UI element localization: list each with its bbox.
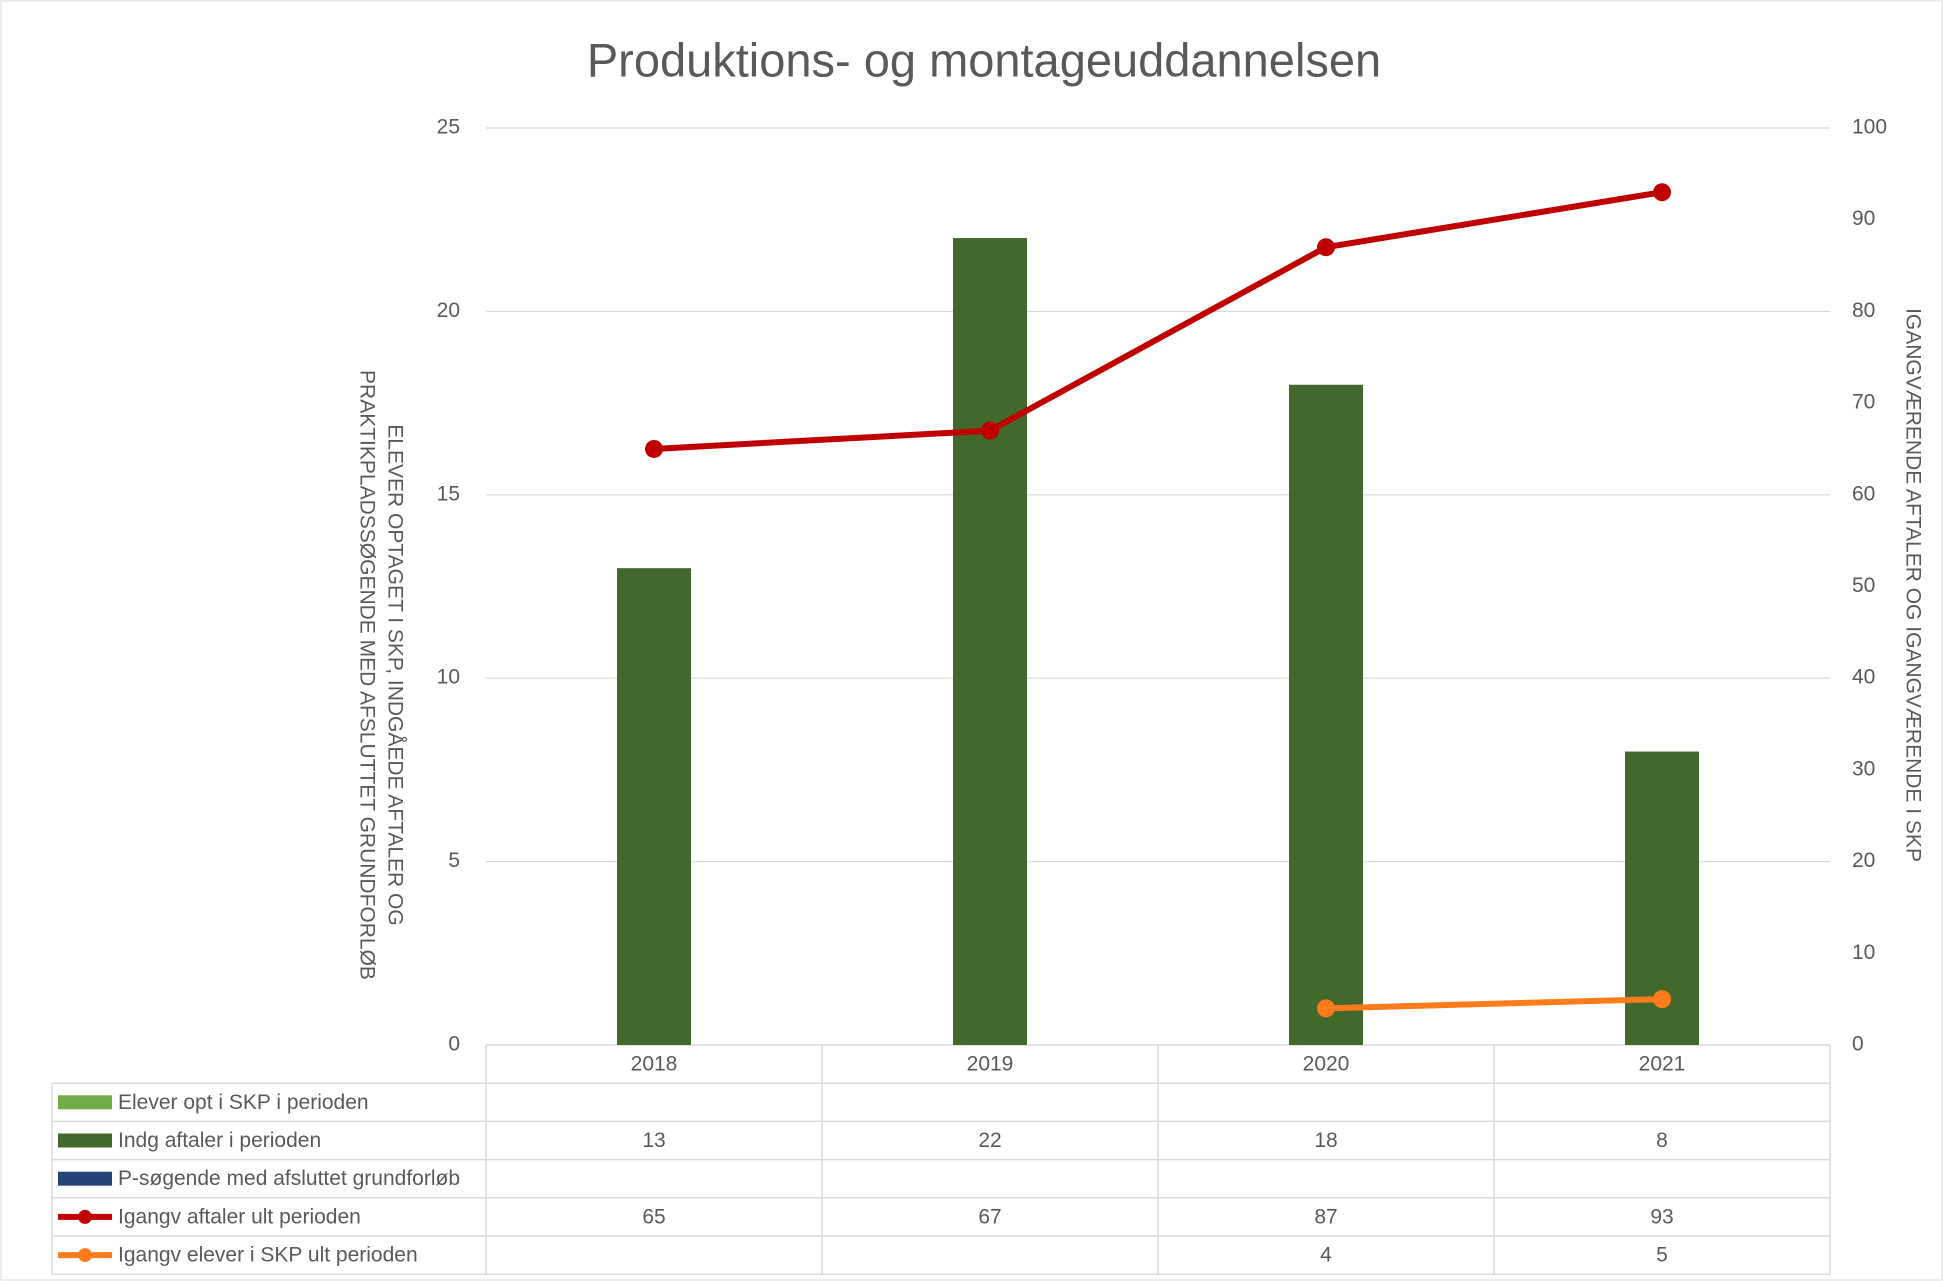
y2-tick-label: 60 xyxy=(1852,482,1875,505)
x-tick-label: 2020 xyxy=(1303,1053,1350,1076)
legend-swatch xyxy=(78,1209,92,1224)
y2-tick-label: 0 xyxy=(1852,1033,1864,1056)
legend-swatch xyxy=(78,1248,92,1263)
marker xyxy=(981,421,999,440)
y2-tick-label: 80 xyxy=(1852,299,1875,322)
y-tick-label: 20 xyxy=(437,299,460,322)
table-value: 18 xyxy=(1314,1129,1337,1152)
y-tick-label: 0 xyxy=(448,1033,460,1056)
y-tick-label: 25 xyxy=(437,116,460,139)
x-tick-label: 2018 xyxy=(631,1053,678,1076)
chart-title: Produktions- og montageuddannelsen xyxy=(587,33,1381,86)
table-value: 13 xyxy=(642,1129,665,1152)
table-value: 87 xyxy=(1314,1205,1337,1228)
y2-tick-label: 90 xyxy=(1852,207,1875,230)
marker xyxy=(645,439,663,458)
line xyxy=(1325,996,1663,1012)
table-value: 93 xyxy=(1650,1205,1673,1228)
y-axis-title: PRAKTIKPLADSSØGENDE MED AFSLUTTET GRUNDF… xyxy=(355,370,378,980)
legend-label: Igangv elever i SKP ult perioden xyxy=(118,1244,418,1267)
table-value: 22 xyxy=(978,1129,1001,1152)
y-axis-title: ELEVER OPTAGET I SKP, INDGÅEDE AFTALER O… xyxy=(383,424,406,925)
y-tick-label: 15 xyxy=(437,482,460,505)
legend-label: Elever opt i SKP i perioden xyxy=(118,1091,369,1114)
table-value: 8 xyxy=(1656,1129,1668,1152)
legend-label: P-søgende med afsluttet grundforløb xyxy=(118,1167,460,1190)
table-value: 65 xyxy=(642,1205,665,1228)
legend-label: Indg aftaler i perioden xyxy=(118,1129,321,1152)
y2-tick-label: 10 xyxy=(1852,941,1875,964)
legend-swatch xyxy=(58,1095,112,1110)
y2-tick-label: 70 xyxy=(1852,391,1875,414)
marker xyxy=(1653,183,1671,202)
y2-tick-label: 50 xyxy=(1852,574,1875,597)
y2-tick-label: 20 xyxy=(1852,849,1875,872)
table-value: 4 xyxy=(1320,1244,1332,1267)
bar xyxy=(953,238,1027,1046)
y-tick-label: 10 xyxy=(437,666,460,689)
y2-tick-label: 30 xyxy=(1852,757,1875,780)
legend-swatch xyxy=(58,1133,112,1148)
bar xyxy=(1289,384,1363,1045)
table-value: 5 xyxy=(1656,1244,1668,1267)
y-tick-label: 5 xyxy=(448,849,460,872)
y2-axis-title: IGANGVÆRENDE AFTALER OG IGANGVÆRENDE I S… xyxy=(1901,308,1924,862)
marker xyxy=(1653,990,1671,1009)
table-value: 67 xyxy=(978,1205,1001,1228)
legend-swatch xyxy=(58,1171,112,1186)
x-tick-label: 2019 xyxy=(967,1053,1014,1076)
y2-tick-label: 100 xyxy=(1852,116,1887,139)
y2-tick-label: 40 xyxy=(1852,666,1875,689)
x-tick-label: 2021 xyxy=(1639,1053,1686,1076)
line xyxy=(653,189,1663,452)
marker xyxy=(1317,238,1335,257)
legend-label: Igangv aftaler ult perioden xyxy=(118,1205,361,1228)
marker xyxy=(1317,999,1335,1018)
bar xyxy=(617,568,691,1045)
